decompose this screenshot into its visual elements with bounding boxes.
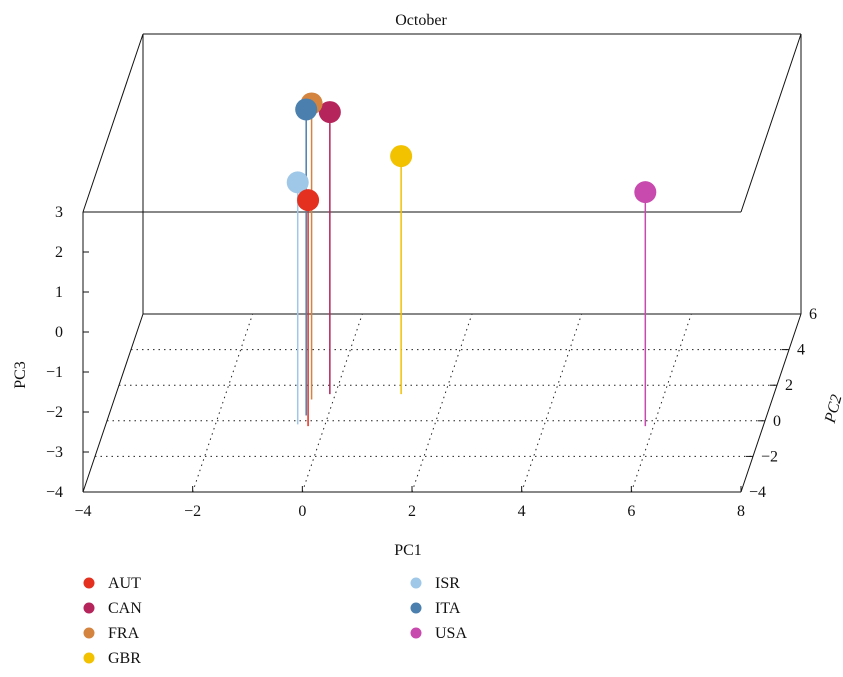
z-tick-label: −1 (46, 364, 63, 381)
floor-grid (95, 313, 789, 493)
z-tick-label: 0 (55, 324, 63, 341)
y-tick-label: −2 (761, 448, 778, 465)
y-tick-label: −4 (749, 484, 766, 501)
y-tick-label: 0 (773, 413, 781, 430)
x-axis-label: PC1 (394, 542, 422, 559)
frame-edge (82, 33, 144, 213)
z-tick-label: 2 (55, 244, 63, 261)
x-tick-label: 0 (298, 503, 306, 520)
legend-label-gbr: GBR (108, 650, 141, 667)
chart-title: October (395, 12, 447, 29)
z-tick-label: −2 (46, 404, 63, 421)
legend-marker-fra (83, 627, 95, 639)
y-axis-label: PC2 (822, 393, 843, 426)
grid-line-x (192, 313, 254, 493)
point-can (318, 101, 341, 124)
legend-marker-gbr (83, 652, 95, 664)
point-usa (634, 181, 657, 204)
legend-label-ita: ITA (435, 600, 461, 617)
z-tick-label: 3 (55, 204, 63, 221)
chart-frame (82, 33, 802, 493)
x-tick-label: −2 (184, 503, 201, 520)
data-points (286, 92, 657, 212)
legend-marker-isr (410, 577, 422, 589)
legend-marker-aut (83, 577, 95, 589)
legend-marker-can (83, 602, 95, 614)
x-tick-label: 4 (518, 503, 526, 520)
grid-line-x (521, 313, 583, 493)
legend-marker-usa (410, 627, 422, 639)
z-axis-label: PC3 (12, 361, 29, 389)
z-tick-label: 1 (55, 284, 63, 301)
data-stems (296, 103, 647, 427)
legend-label-can: CAN (108, 600, 142, 617)
legend-label-isr: ISR (435, 575, 460, 592)
legend-label-usa: USA (435, 625, 467, 642)
grid-line-x (411, 313, 473, 493)
grid-line-x (630, 313, 692, 493)
x-tick-label: 6 (627, 503, 635, 520)
point-aut (297, 189, 320, 212)
x-tick-label: 8 (737, 503, 745, 520)
y-tick-label: 6 (809, 306, 817, 323)
z-tick-label: −3 (46, 444, 63, 461)
legend-marker-ita (410, 602, 422, 614)
x-tick-label: 2 (408, 503, 416, 520)
frame-edge (82, 313, 144, 493)
legend-label-fra: FRA (108, 625, 140, 642)
frame-edge (740, 33, 802, 213)
y-tick-label: 2 (785, 377, 793, 394)
point-ita (295, 98, 318, 121)
y-tick-label: 4 (797, 342, 805, 359)
legend-label-aut: AUT (108, 575, 141, 592)
z-tick-label: −4 (46, 484, 63, 501)
point-isr (286, 171, 309, 194)
legend: AUT CAN FRA GBR ISR ITA USA (83, 575, 467, 667)
x-tick-label: −4 (74, 503, 91, 520)
frame-edge (740, 313, 802, 493)
grid-line-x (301, 313, 363, 493)
point-gbr (390, 145, 413, 168)
